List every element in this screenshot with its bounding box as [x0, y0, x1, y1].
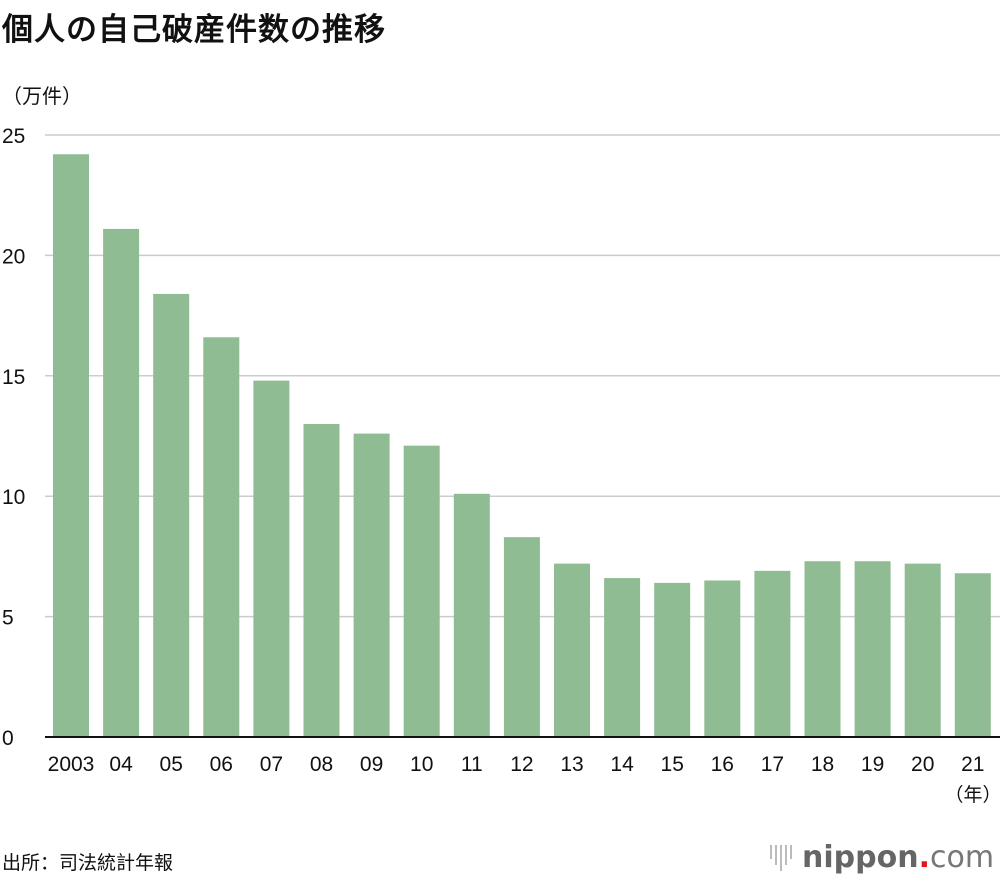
- bar-13: [554, 563, 590, 737]
- x-tick-label: 15: [661, 753, 684, 776]
- x-tick-label: 10: [410, 753, 433, 776]
- x-axis-unit: （年）: [944, 784, 1000, 806]
- x-tick-label: 08: [310, 753, 333, 776]
- y-tick-label: 15: [2, 366, 25, 389]
- bar-20: [904, 563, 941, 737]
- x-tick-label: 13: [560, 753, 583, 776]
- bar-04: [103, 228, 140, 738]
- bar-16: [704, 580, 741, 737]
- bar-18: [804, 561, 841, 737]
- y-tick-label: 25: [2, 125, 25, 148]
- bar-10: [403, 445, 440, 737]
- bar-14: [604, 578, 641, 737]
- x-tick-label: 20: [911, 753, 934, 776]
- x-tick-label: 09: [360, 753, 383, 776]
- bar-09: [353, 433, 390, 737]
- bar-19: [854, 561, 891, 737]
- y-tick-label: 10: [2, 486, 25, 509]
- y-tick-label: 20: [2, 245, 25, 268]
- y-tick-label: 5: [2, 607, 14, 630]
- chart-title: 個人の自己破産件数の推移: [2, 12, 386, 48]
- bar-11: [453, 493, 490, 737]
- bar-06: [203, 337, 240, 737]
- x-tick-label: 2003: [48, 753, 95, 776]
- x-tick-label: 06: [210, 753, 233, 776]
- logo-mark-icon: [770, 844, 792, 871]
- x-tick-label: 11: [461, 753, 483, 776]
- bar-15: [654, 582, 691, 737]
- bar-2003: [53, 154, 89, 737]
- x-tick-label: 04: [109, 753, 133, 776]
- bar-07: [253, 380, 290, 737]
- bar-05: [153, 293, 190, 737]
- x-tick-label: 12: [510, 753, 533, 776]
- x-tick-label: 17: [761, 753, 784, 776]
- y-axis-unit: （万件）: [2, 84, 82, 108]
- x-tick-label: 07: [260, 753, 283, 776]
- x-tick-label: 18: [811, 753, 834, 776]
- x-tick-label: 21: [961, 753, 984, 776]
- x-tick-label: 05: [160, 753, 183, 776]
- bar-21: [954, 573, 991, 737]
- x-tick-label: 16: [711, 753, 734, 776]
- x-tick-label: 14: [610, 753, 634, 776]
- bar-08: [303, 423, 340, 737]
- y-tick-label: 0: [2, 727, 14, 750]
- x-tick-label: 19: [861, 753, 884, 776]
- bar-12: [503, 537, 540, 737]
- nippon-logo: nippon. com: [770, 840, 994, 875]
- bar-17: [754, 570, 791, 737]
- source-note: 出所：司法統計年報: [2, 852, 174, 874]
